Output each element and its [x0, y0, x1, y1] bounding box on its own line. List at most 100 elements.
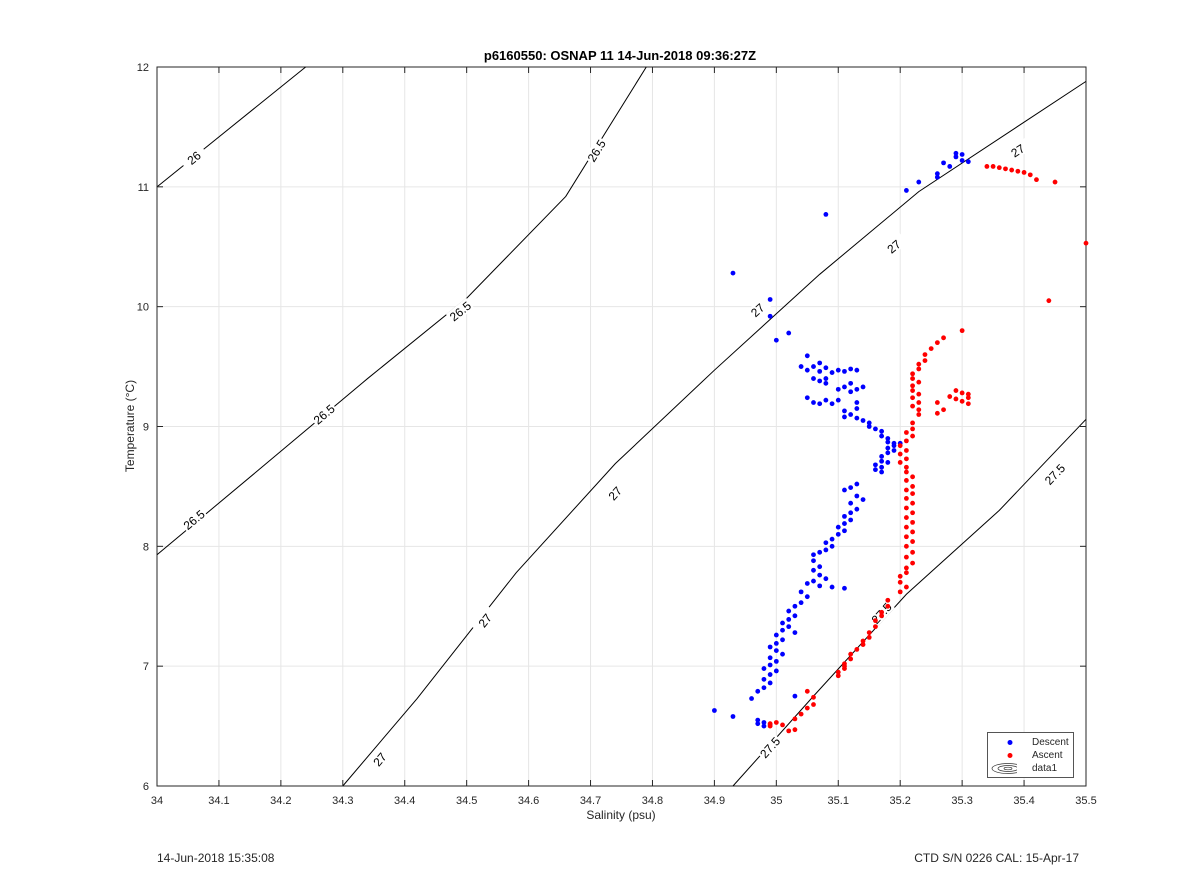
descent-point: [811, 567, 816, 573]
descent-point: [848, 389, 854, 395]
ascent-point: [903, 554, 909, 560]
ascent-point: [854, 646, 860, 652]
descent-point: [947, 164, 953, 169]
descent-point: [873, 467, 878, 473]
ascent-point: [903, 505, 909, 511]
ascent-point: [860, 642, 866, 647]
ascent-point: [910, 395, 915, 401]
ascent-point: [879, 609, 885, 615]
descent-point: [761, 723, 767, 729]
isopycnal-line: [342, 80, 1087, 787]
isopycnal-label-bg: [879, 233, 908, 260]
y-tick-label: 7: [143, 661, 149, 673]
descent-point: [842, 487, 847, 493]
descent-point: [811, 364, 816, 369]
x-tick-label: 35.4: [1013, 795, 1034, 807]
ascent-point: [885, 603, 891, 609]
x-tick-label: 34.8: [642, 795, 663, 807]
ascent-point: [910, 376, 915, 381]
descent-point: [767, 680, 773, 686]
descent-point: [829, 584, 835, 590]
ascent-point: [792, 727, 798, 733]
ascent-point: [941, 407, 946, 413]
x-tick-label: 34.9: [704, 795, 725, 807]
ascent-point: [947, 394, 953, 399]
isopycnal-label: 26.5: [445, 297, 475, 325]
descent-point: [854, 493, 860, 499]
descent-point: [792, 630, 798, 636]
ascent-point: [811, 702, 816, 707]
descent-point: [879, 458, 885, 464]
series-descent: [712, 150, 971, 729]
descent-point: [854, 481, 860, 487]
descent-point: [749, 696, 754, 701]
isopycnal-label: 27: [1003, 137, 1033, 164]
ascent-point: [835, 669, 841, 675]
descent-point: [761, 666, 767, 671]
ascent-point: [903, 448, 909, 453]
descent-point: [854, 506, 860, 512]
descent-point: [854, 400, 860, 405]
ascent-point: [910, 371, 915, 377]
descent-point: [829, 536, 835, 542]
isopycnal-label-bg: [309, 400, 339, 428]
ascent-point: [873, 624, 878, 630]
descent-point: [823, 211, 829, 217]
ascent-point: [903, 543, 909, 549]
x-tick-label: 35: [770, 795, 782, 807]
descent-point: [873, 462, 878, 468]
isopycnal-label-bg: [179, 144, 209, 171]
ascent-point: [1046, 298, 1052, 304]
ascent-point: [1009, 167, 1015, 173]
isopycnal-label: 27.5: [756, 733, 783, 762]
x-tick-label: 35.5: [1075, 795, 1096, 807]
y-tick-label: 12: [137, 62, 149, 74]
ascent-point: [1083, 240, 1089, 246]
descent-point: [842, 521, 847, 526]
ascent-point: [910, 388, 915, 393]
descent-point: [773, 640, 779, 646]
descent-point: [823, 397, 829, 403]
descent-point: [817, 360, 823, 366]
y-tick-label: 8: [143, 541, 149, 553]
descent-point: [842, 414, 847, 420]
descent-point: [786, 624, 792, 630]
x-tick-label: 34.1: [208, 795, 229, 807]
ascent-point: [1003, 166, 1008, 172]
isopycnal-label: 27: [743, 296, 772, 324]
ascent-point: [953, 396, 959, 402]
descent-point: [761, 676, 767, 682]
isopycnal-label: 27: [366, 745, 393, 774]
descent-point: [755, 688, 761, 694]
isopycnal-label: 27: [879, 233, 908, 260]
ascent-point: [916, 400, 922, 405]
ascent-point: [897, 579, 903, 585]
ascent-point: [848, 656, 854, 662]
descent-point: [780, 620, 785, 626]
ascent-point: [990, 164, 996, 169]
legend-label-ascent: Ascent: [1032, 750, 1063, 761]
descent-point: [817, 378, 823, 384]
descent-point: [767, 655, 773, 661]
ascent-point: [1027, 172, 1033, 178]
ascent-point: [811, 694, 816, 700]
ascent-point: [897, 573, 903, 579]
legend-item-data1: data1: [988, 762, 1073, 775]
ascent-point: [941, 335, 946, 341]
descent-point: [879, 454, 885, 459]
descent-point: [842, 368, 847, 374]
descent-point: [804, 353, 810, 359]
ascent-point: [934, 400, 940, 405]
ascent-point: [910, 433, 915, 439]
descent-point: [755, 717, 761, 723]
data-points: [712, 150, 1089, 734]
ascent-point: [910, 383, 915, 389]
ascent-point: [897, 460, 903, 465]
ascent-point: [910, 529, 915, 535]
descent-point: [835, 397, 841, 403]
descent-point: [767, 297, 773, 302]
descent-point: [792, 603, 798, 609]
ascent-point: [798, 711, 804, 717]
grid: [156, 66, 1087, 787]
ascent-point: [928, 346, 934, 352]
